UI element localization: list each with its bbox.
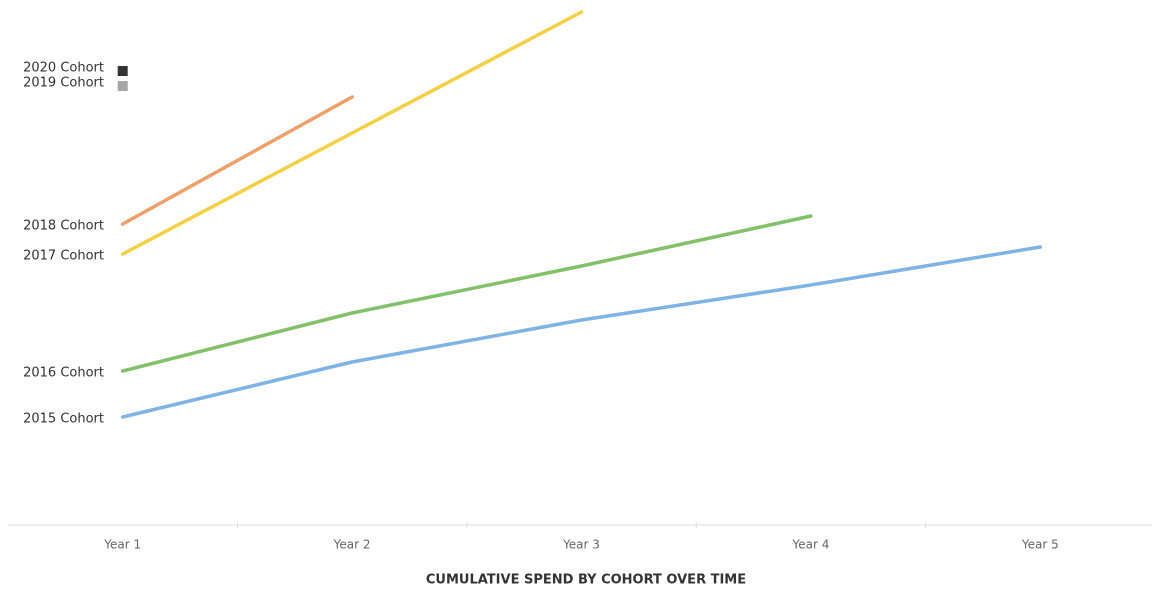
- series-point: [117, 66, 128, 76]
- x-tick-label: Year 3: [562, 538, 600, 552]
- x-tick-label: Year 2: [333, 538, 371, 552]
- x-tick-label: Year 5: [1021, 538, 1059, 552]
- chart-title: CUMULATIVE SPEND BY COHORT OVER TIME: [426, 573, 746, 588]
- series-line: [120, 245, 1043, 419]
- series-label: 2018 Cohort: [23, 219, 104, 234]
- series-label: 2020 Cohort: [23, 61, 104, 76]
- series-label: 2019 Cohort: [23, 76, 104, 91]
- x-tick-label: Year 1: [103, 538, 141, 552]
- series-label: 2015 Cohort: [23, 412, 104, 427]
- series-line: [120, 95, 354, 226]
- series-line: [120, 214, 813, 373]
- series-label: 2017 Cohort: [23, 249, 104, 264]
- series-line: [120, 10, 584, 256]
- x-tick-label: Year 4: [791, 538, 829, 552]
- series-point: [117, 81, 128, 91]
- series-label: 2016 Cohort: [23, 366, 104, 381]
